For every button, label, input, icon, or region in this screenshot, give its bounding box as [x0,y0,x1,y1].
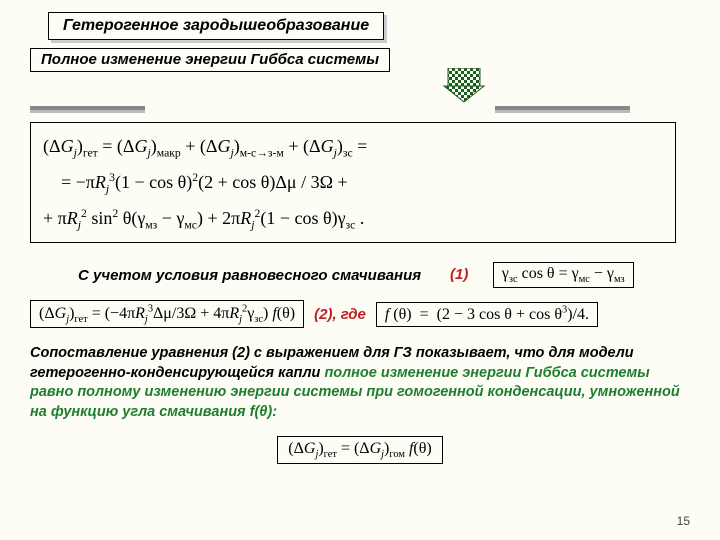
eq1-label: (1) [450,266,468,283]
arrow-decoration [440,68,488,100]
conclusion-text: Сопоставление уравнения (2) с выражением… [30,344,690,422]
subtitle-box: Полное изменение энергии Гиббса системы [30,48,390,72]
eq2-rhs-box: f (θ) = (2 − 3 cos θ + cos θ3)/4. [376,302,598,327]
eq1-box: γзс cos θ = γмс − γмз [493,262,634,288]
main-eq-line1: (ΔGj)гет = (ΔGj)макр + (ΔGj)м-с→з-м + (Δ… [43,129,663,165]
eq2-lhs-box: (ΔGj)гет = (−4πRj3Δμ/3Ω + 4πRj2γзс) f(θ) [30,300,304,328]
eq2-label: (2), где [314,306,366,323]
title-box: Гетерогенное зародышеобразование [48,12,384,40]
main-equation-box: (ΔGj)гет = (ΔGj)макр + (ΔGj)м-с→з-м + (Δ… [30,122,676,243]
subtitle: Полное изменение энергии Гиббса системы [41,51,379,68]
page-number: 15 [677,514,690,528]
condition-text: С учетом условия равновесного смачивания [78,267,421,284]
main-eq-line3: + πRj2 sin2 θ(γмз − γмс) + 2πRj2(1 − cos… [43,201,663,237]
main-eq-line2: = −πRj3(1 − cos θ)2(2 + cos θ)Δμ / 3Ω + [43,165,663,201]
final-equation: (ΔGj)гет = (ΔGj)гом f(θ) [30,434,690,466]
title: Гетерогенное зародышеобразование [63,17,369,34]
